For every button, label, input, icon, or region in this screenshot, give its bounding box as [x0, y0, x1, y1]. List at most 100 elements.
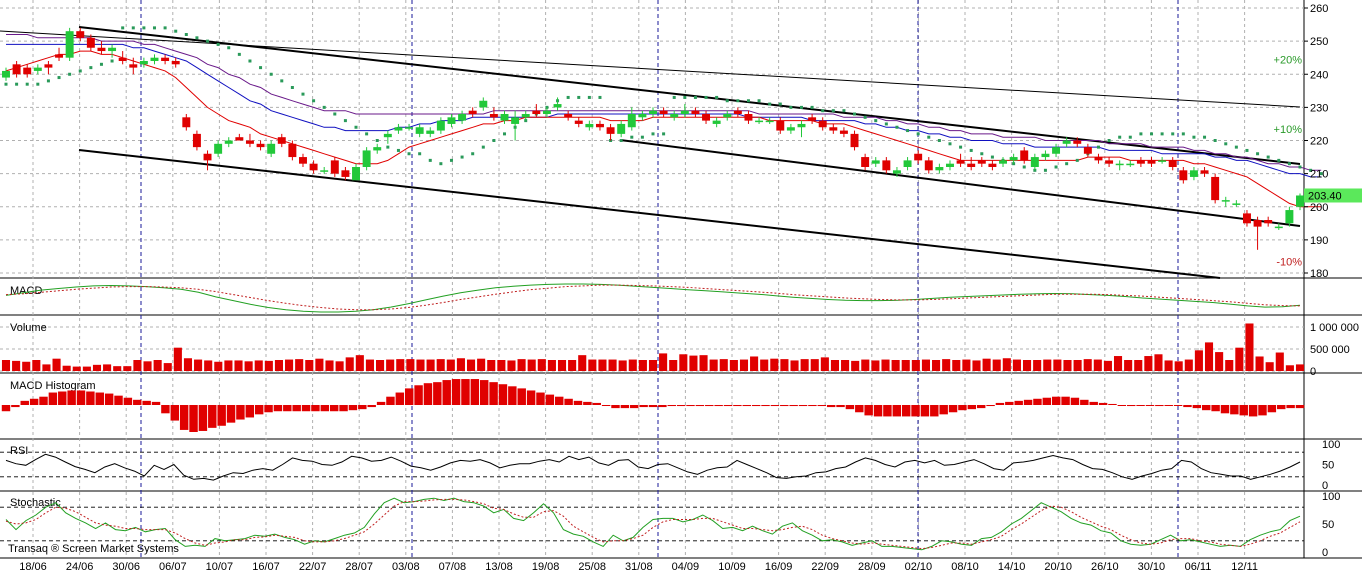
macd-histogram-bar: [1098, 402, 1108, 405]
price-panel: +20% +10% -10% 203.40: [0, 26, 1362, 279]
sar-dot: [715, 95, 719, 99]
macd-histogram-bar: [292, 405, 301, 412]
volume-bar: [82, 366, 91, 371]
volume-bar: [739, 359, 749, 371]
candle-body: [426, 130, 435, 134]
sar-dot: [884, 122, 888, 126]
macd-histogram-bar: [245, 405, 255, 418]
volume-bar: [1164, 360, 1173, 371]
volume-bar: [1245, 323, 1254, 371]
volume-bar: [1012, 359, 1021, 371]
volume-bar: [345, 357, 354, 371]
volume-bar: [1154, 354, 1163, 371]
sar-dot: [131, 26, 135, 30]
candle-body: [839, 130, 848, 134]
macd-histogram-bar: [48, 392, 58, 405]
x-tick-label: 02/10: [905, 561, 933, 572]
candle-body: [352, 167, 360, 181]
sar-dot: [1213, 139, 1217, 142]
candle-body: [659, 110, 668, 114]
rsi-series-0: [5, 453, 1301, 481]
sar-dot: [1319, 172, 1323, 176]
macd-histogram-bar: [967, 405, 977, 410]
x-tick-label: 03/08: [392, 561, 420, 572]
macd-histogram-bar: [1192, 405, 1202, 409]
candle-body: [1052, 147, 1061, 154]
macd-histogram-bar: [320, 405, 330, 412]
last-price-tag: [1304, 188, 1362, 203]
volume-bar: [588, 359, 597, 371]
price-tick-label: 240: [1310, 69, 1328, 81]
sar-dot: [375, 139, 379, 142]
macd-histogram-bar: [976, 405, 986, 409]
x-tick-label: 20/10: [1044, 561, 1072, 572]
sar-dot: [1022, 165, 1026, 169]
macd-histogram-bar: [1173, 405, 1183, 406]
volume-bar: [537, 359, 546, 371]
candle-body: [606, 127, 615, 134]
volume-bar: [952, 360, 961, 371]
macd-histogram-bar: [798, 405, 808, 407]
macd-histogram-bar: [367, 405, 376, 408]
sar-dot: [980, 152, 984, 156]
candle-body: [1296, 195, 1304, 207]
volume-bar: [679, 354, 688, 371]
macd-histogram-bar: [29, 398, 39, 405]
macd-histogram-bar: [1014, 400, 1023, 405]
sar-dot: [1075, 158, 1079, 162]
volume-bar: [760, 359, 769, 371]
macd-histogram-bar: [667, 405, 676, 407]
macd-histogram-bar: [142, 400, 151, 405]
price-tick-label: 210: [1310, 169, 1328, 181]
sar-dot: [704, 95, 708, 99]
volume-bar: [214, 361, 223, 371]
macd-histogram-bar: [620, 405, 630, 409]
macd-histogram-bar: [151, 401, 161, 405]
sar-dot: [195, 36, 199, 40]
candle-body: [786, 127, 795, 131]
sar-dot: [343, 119, 347, 123]
volume-bar: [396, 359, 405, 371]
macd-histogram-bar: [1211, 405, 1220, 412]
volume-bar: [1265, 362, 1274, 371]
macd-histogram-bar: [114, 395, 123, 405]
macd-histogram-bar: [498, 384, 508, 405]
volume-bar: [1194, 350, 1203, 371]
sar-dot: [1277, 158, 1281, 162]
candle-body: [882, 160, 891, 171]
sar-dot: [237, 52, 241, 56]
macd-histogram-bar: [217, 405, 226, 426]
candle-body: [1253, 220, 1262, 227]
candle-body: [299, 157, 307, 164]
volume-bar: [608, 359, 617, 371]
volume-bar: [365, 359, 374, 371]
sar-dot: [428, 158, 432, 162]
sar-dot: [1171, 132, 1175, 136]
axis-layer: 180 190 200 210 220 230 240 250 260 18/06 24/06 30/…: [19, 3, 1359, 572]
sar-dot: [1245, 148, 1249, 152]
grid-layer: [0, 0, 1362, 559]
candle-body: [1211, 176, 1220, 201]
volume-bar: [325, 360, 334, 371]
sar-dot: [1309, 168, 1313, 172]
volume-tick-label: 500 000: [1310, 344, 1350, 356]
macd-histogram-bar: [1051, 396, 1061, 405]
candle-body: [871, 160, 880, 164]
sar-dot: [937, 139, 941, 142]
volume-bar: [901, 360, 910, 371]
macd-histogram-bar: [226, 405, 236, 423]
volume-bar: [841, 360, 850, 371]
macd-histogram-bar: [1155, 405, 1164, 407]
sar-dot: [1107, 139, 1111, 142]
candle-body: [1285, 210, 1294, 224]
macd-histogram-bar: [1126, 405, 1136, 407]
macd-histogram-bar: [348, 405, 358, 411]
x-tick-label: 28/07: [345, 561, 373, 572]
x-tick-label: 12/11: [1231, 561, 1258, 572]
candle-body: [553, 104, 562, 108]
sar-dot: [216, 42, 220, 46]
candle-body: [65, 31, 74, 58]
volume-tick-label: 0: [1310, 366, 1316, 378]
volume-bar: [669, 360, 678, 371]
rsi-panel: RSI: [5, 445, 1301, 481]
